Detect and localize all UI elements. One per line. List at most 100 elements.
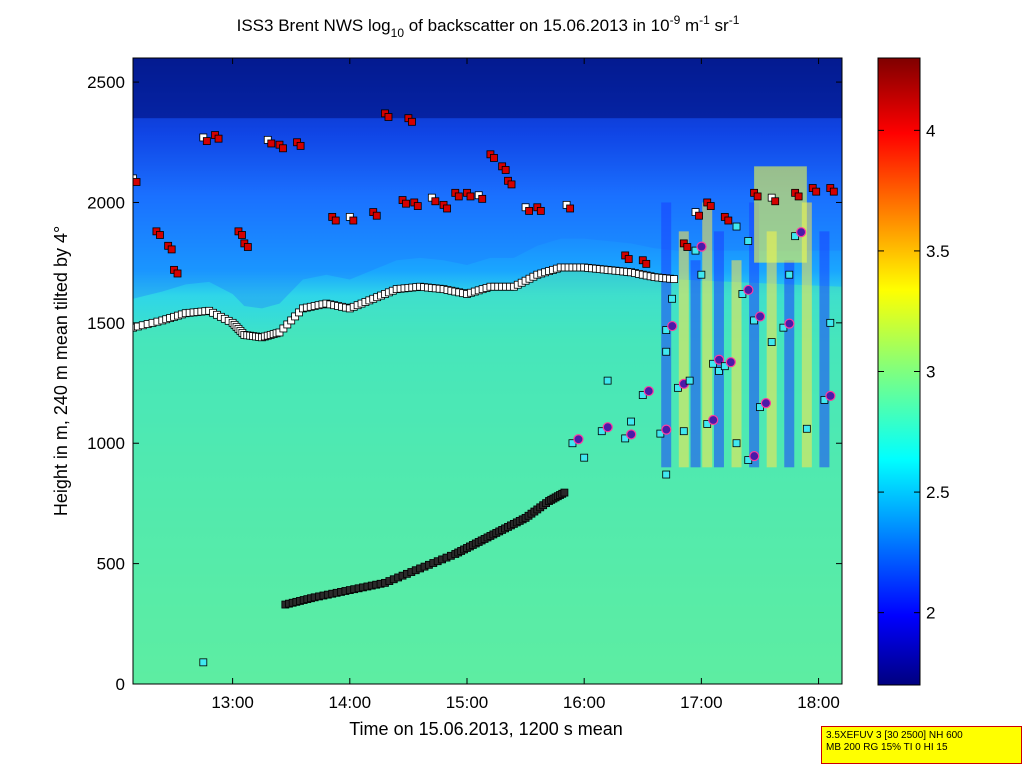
convective-circle-marker <box>573 434 584 445</box>
upper-layer-marker <box>384 113 393 121</box>
upper-layer-marker <box>683 243 692 251</box>
convective-circle-marker <box>755 311 766 322</box>
boundary-layer-marker <box>291 312 300 321</box>
upper-layer-marker <box>812 187 821 196</box>
stray-marker <box>199 658 208 667</box>
upper-layer-marker <box>349 216 358 225</box>
y-tick-label: 2000 <box>87 193 125 212</box>
convective-circle-marker <box>713 354 725 365</box>
convective-marker <box>767 338 776 347</box>
convective-circle-marker <box>784 318 795 329</box>
convective-marker <box>732 439 741 448</box>
convective-plume <box>731 260 742 468</box>
convective-plume <box>690 260 701 468</box>
boundary-layer-marker <box>275 328 284 337</box>
y-axis-label: Height in m, 240 m mean tilted by 4° <box>51 226 71 516</box>
convective-plume <box>702 202 713 468</box>
y-tick-label: 0 <box>116 675 125 694</box>
convective-marker <box>715 367 723 375</box>
x-tick-label: 16:00 <box>563 693 606 712</box>
upper-layer-marker <box>771 197 780 206</box>
boundary-layer-marker <box>279 324 288 333</box>
convective-circle-marker <box>602 422 613 433</box>
info-box-line-1: 3.5XEFUV 3 [30 2500] NH 600 <box>826 730 963 741</box>
boundary-layer-marker <box>295 308 303 317</box>
x-axis: 13:00 14:00 15:00 16:00 17:00 18:00 <box>211 58 840 712</box>
upper-layer-marker <box>156 231 164 239</box>
upper-layer-marker <box>724 216 733 225</box>
upper-layer-marker <box>238 231 246 239</box>
convective-circle-marker <box>760 398 772 409</box>
upper-layer-marker <box>642 259 651 268</box>
x-tick-label: 13:00 <box>211 693 254 712</box>
x-axis-label: Time on 15.06.2013, 1200 s mean <box>349 719 623 739</box>
layer-markers <box>133 109 838 667</box>
upper-layer-marker <box>413 202 422 210</box>
upper-layer-marker <box>490 154 498 162</box>
upper-layer-marker <box>566 204 575 213</box>
x-tick-label: 17:00 <box>680 693 723 712</box>
boundary-layer-marker <box>670 275 678 284</box>
upper-layer-marker <box>202 137 211 145</box>
colorbar-ticks: 2 2.5 3 3.5 4 <box>878 121 950 623</box>
heatmap-plot-area <box>133 58 842 684</box>
upper-layer-marker <box>695 211 703 220</box>
convective-marker <box>732 222 741 231</box>
convective-marker <box>785 270 794 279</box>
y-tick-label: 1500 <box>87 314 125 333</box>
colorbar-tick-label: 4 <box>926 121 935 140</box>
colorbar-tick-label: 2 <box>926 604 935 623</box>
convective-circle-marker <box>796 227 807 238</box>
convective-circle-marker <box>708 414 719 426</box>
upper-dark-region <box>133 58 842 119</box>
x-tick-label: 14:00 <box>329 693 372 712</box>
info-box-line-2: MB 200 RG 15% TI 0 HI 15 <box>826 742 948 753</box>
upper-layer-marker <box>296 141 305 150</box>
convective-circle-marker <box>743 284 754 296</box>
upper-layer-marker <box>507 180 516 189</box>
upper-layer-marker <box>753 192 762 201</box>
upper-layer-marker <box>279 144 287 153</box>
boundary-layer-marker <box>287 316 296 325</box>
convective-marker <box>826 318 835 327</box>
chart-title: ISS3 Brent NWS log10 of backscatter on 1… <box>237 13 740 40</box>
y-tick-label: 500 <box>97 555 125 574</box>
x-tick-label: 18:00 <box>797 693 840 712</box>
upper-layer-marker <box>624 255 633 263</box>
convective-plume <box>766 231 777 468</box>
y-tick-label: 1000 <box>87 434 125 453</box>
colorbar-gradient <box>877 57 921 686</box>
convective-circle-marker <box>825 390 836 401</box>
upper-layer-marker <box>443 204 451 213</box>
convective-circle-marker <box>643 385 654 397</box>
upper-layer-marker <box>243 243 252 251</box>
upper-layer-marker <box>408 117 416 126</box>
convective-marker <box>802 424 811 433</box>
convective-marker <box>662 347 671 356</box>
convective-plume <box>801 202 812 468</box>
convective-circle-marker <box>749 450 760 462</box>
developing-layer-marker <box>560 488 569 497</box>
colorbar: 2 2.5 3 3.5 4 <box>877 57 950 686</box>
upper-layer-marker <box>267 139 276 148</box>
upper-layer-marker <box>501 166 510 174</box>
upper-layer-marker <box>525 206 534 215</box>
convective-plume <box>819 231 830 468</box>
convective-circle-marker <box>667 320 678 332</box>
colorbar-tick-label: 3.5 <box>926 242 950 261</box>
convective-plume <box>713 231 724 468</box>
heatmap-features <box>133 58 842 684</box>
upper-layer-marker <box>372 211 381 220</box>
convective-marker <box>744 237 753 245</box>
convective-plume <box>784 260 795 468</box>
upper-layer-marker <box>536 206 545 215</box>
convective-marker <box>580 453 589 462</box>
convective-circle-marker <box>725 357 736 368</box>
convective-circle-marker <box>661 424 672 435</box>
upper-layer-marker <box>706 202 715 210</box>
colorbar-tick-label: 3 <box>926 363 935 382</box>
upper-layer-marker <box>478 194 487 203</box>
y-tick-label: 2500 <box>87 73 125 92</box>
convective-plume <box>754 166 807 263</box>
